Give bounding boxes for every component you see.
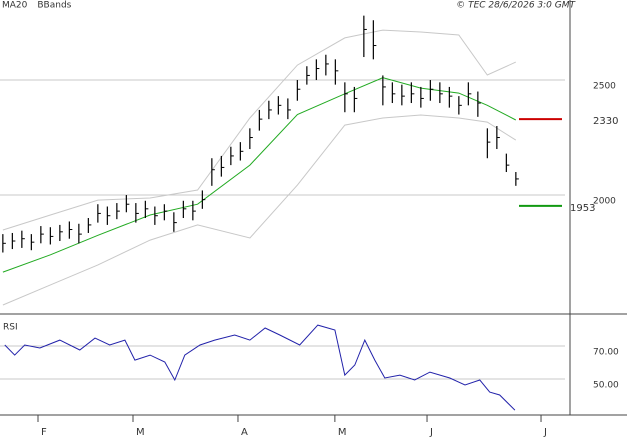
- chart-title: © TEC 28/6/2026 3:0 GMT: [456, 1, 576, 11]
- y-tick-label: 2000: [593, 197, 616, 207]
- y-tick-label: 70.00: [593, 348, 619, 358]
- level-label: 2330: [593, 116, 618, 127]
- x-tick-label: M: [136, 427, 145, 438]
- legend-entry: MA20: [2, 1, 28, 11]
- band-upper: [2, 29, 517, 231]
- x-tick-label: F: [41, 427, 47, 438]
- panel-title: RSI: [3, 323, 18, 333]
- legend-entry: BBands: [37, 1, 71, 11]
- x-tick-label: M: [338, 427, 347, 438]
- rsi-line: [4, 324, 516, 411]
- x-tick-label: J: [429, 427, 433, 438]
- level-label: 1953: [570, 203, 595, 214]
- y-tick-label: 2500: [593, 82, 616, 92]
- x-tick-label: A: [241, 427, 248, 438]
- x-tick-label: J: [543, 427, 547, 438]
- ma-line: [2, 77, 517, 273]
- band-lower: [2, 114, 517, 306]
- y-tick-label: 50.00: [593, 381, 619, 391]
